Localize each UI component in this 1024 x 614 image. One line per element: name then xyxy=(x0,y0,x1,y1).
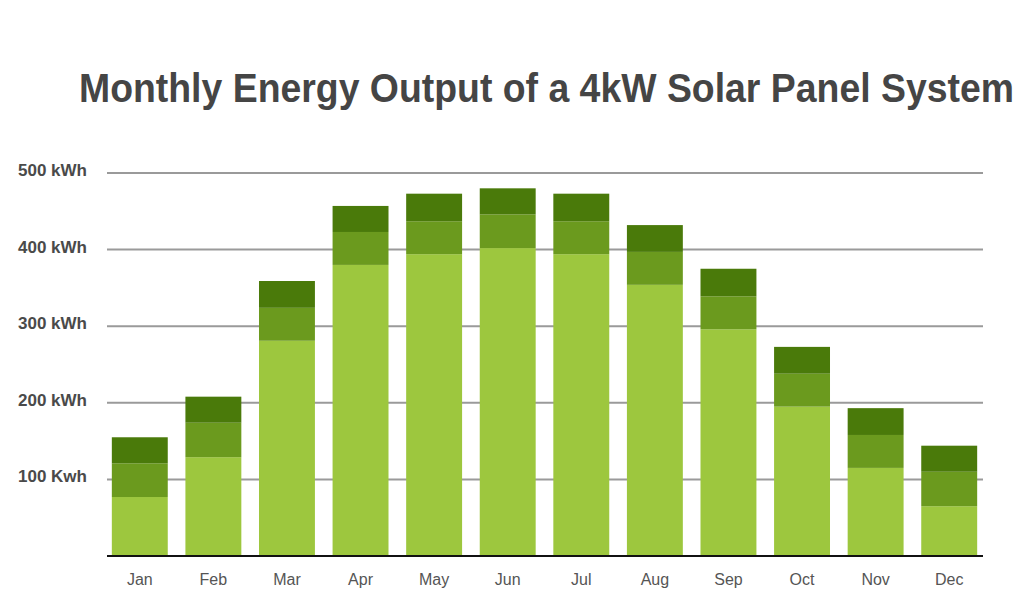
bar-segment xyxy=(333,232,389,265)
x-tick-label: Sep xyxy=(714,571,743,588)
bar-segment xyxy=(848,408,904,435)
bar-segment xyxy=(921,506,977,556)
x-tick-label: Dec xyxy=(935,571,963,588)
x-tick-label: Jun xyxy=(495,571,521,588)
bar-segment xyxy=(700,296,756,329)
x-tick-label: May xyxy=(419,571,449,588)
y-tick-label: 300 kWh xyxy=(18,314,87,333)
bar-segment xyxy=(774,374,830,407)
x-tick-label: Feb xyxy=(200,571,228,588)
bar-segment xyxy=(259,308,315,341)
x-tick-label: Mar xyxy=(273,571,301,588)
bar-segment xyxy=(406,194,462,222)
bar-segment xyxy=(259,281,315,308)
grid-line xyxy=(107,249,983,251)
y-tick-label: 400 kWh xyxy=(18,238,87,257)
bar-segment xyxy=(333,265,389,556)
bar-segment xyxy=(553,254,609,556)
x-tick-label: Jul xyxy=(571,571,591,588)
x-axis-line xyxy=(107,555,983,557)
x-tick-label: Oct xyxy=(790,571,815,588)
x-tick-label: Aug xyxy=(641,571,669,588)
bar-segment xyxy=(112,497,168,556)
bar-segment xyxy=(627,225,683,252)
chart: Monthly Energy Output of a 4kW Solar Pan… xyxy=(0,0,1024,614)
bar-segment xyxy=(112,437,168,463)
bar-segment xyxy=(553,194,609,222)
bar-segment xyxy=(185,397,241,423)
bar-segment xyxy=(185,423,241,457)
bar-segment xyxy=(921,446,977,472)
bar-segment xyxy=(774,407,830,556)
x-tick-label: Jan xyxy=(127,571,153,588)
bar-segment xyxy=(921,472,977,506)
x-tick-label: Apr xyxy=(348,571,374,588)
bar-segment xyxy=(480,248,536,556)
y-tick-label: 500 kWh xyxy=(18,161,87,180)
bar-segment xyxy=(112,463,168,497)
bar-segment xyxy=(185,457,241,556)
y-tick-label: 100 Kwh xyxy=(18,467,87,486)
bar-segment xyxy=(480,188,536,214)
bar-segment xyxy=(553,221,609,254)
grid-line xyxy=(107,325,983,327)
bars xyxy=(112,188,977,556)
bar-segment xyxy=(700,329,756,556)
bar-segment xyxy=(480,214,536,248)
bar-segment xyxy=(406,221,462,254)
y-tick-label: 200 kWh xyxy=(18,391,87,410)
bar-segment xyxy=(774,347,830,374)
bar-segment xyxy=(700,269,756,297)
x-tick-label: Nov xyxy=(861,571,889,588)
grid-line xyxy=(107,172,983,174)
bar-segment xyxy=(848,468,904,556)
bar-segment xyxy=(259,341,315,556)
bar-segment xyxy=(627,285,683,556)
bar-segment xyxy=(627,252,683,285)
bar-segment xyxy=(406,254,462,556)
bar-segment xyxy=(333,206,389,232)
title: Monthly Energy Output of a 4kW Solar Pan… xyxy=(79,66,1014,110)
bar-segment xyxy=(848,435,904,468)
